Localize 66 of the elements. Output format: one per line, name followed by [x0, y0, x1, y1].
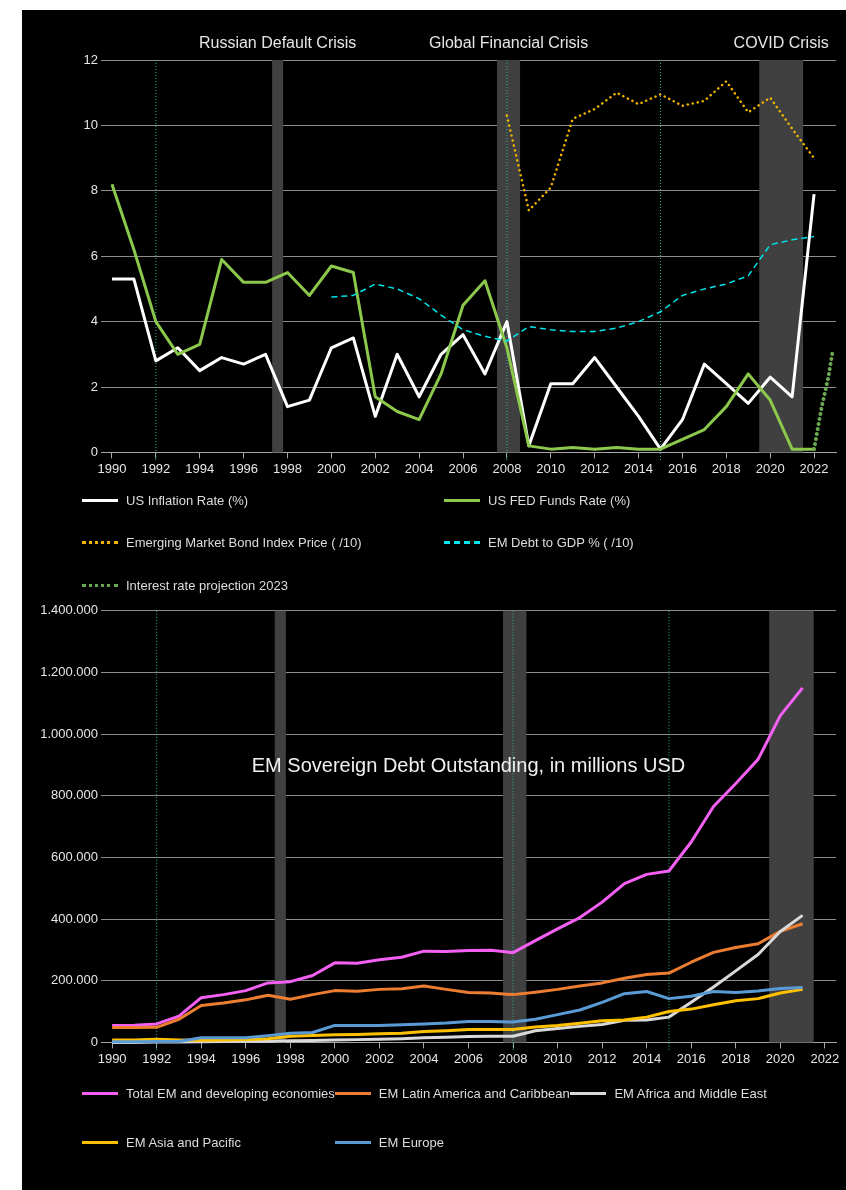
y-tick-label: 0 — [90, 1033, 98, 1049]
x-tick-label: 1992 — [142, 1050, 172, 1066]
y-tick-label: 2 — [90, 378, 98, 394]
line-series — [505, 80, 816, 212]
x-tick-label: 2012 — [587, 1050, 617, 1066]
legend-label: EM Europe — [378, 1135, 444, 1150]
y-tick-label: 0 — [90, 443, 98, 459]
x-tick-label: 2020 — [755, 460, 785, 476]
legend-label: EM Latin America and Caribbean — [378, 1086, 570, 1101]
y-tick-label: 600.000 — [51, 849, 98, 865]
legend-label: EM Asia and Pacific — [126, 1135, 241, 1150]
y-tick-label: 6 — [90, 247, 98, 263]
x-tick-label: 1994 — [185, 460, 215, 476]
y-tick-label: 8 — [90, 182, 98, 198]
line-series — [812, 349, 835, 452]
x-tick-label: 2000 — [320, 1050, 350, 1066]
x-tick-label: 2000 — [316, 460, 346, 476]
y-tick-label: 1.000.000 — [40, 725, 98, 741]
x-tick-label: 2018 — [711, 460, 741, 476]
x-tick-label: 2004 — [404, 460, 434, 476]
legend-label: US Inflation Rate (%) — [126, 492, 249, 508]
legend-label: Total EM and developing economies — [126, 1086, 335, 1101]
y-tick-label: 1.400.000 — [40, 602, 98, 618]
y-tick-label: 10 — [83, 116, 98, 132]
x-tick-label: 2014 — [624, 460, 653, 476]
x-tick-label: 2018 — [721, 1050, 751, 1066]
x-tick-label: 2004 — [409, 1050, 439, 1066]
x-tick-label: 1998 — [275, 1050, 305, 1066]
x-tick-label: 2006 — [448, 460, 478, 476]
x-tick-label: 2022 — [810, 1050, 840, 1066]
band-label: COVID Crisis — [733, 34, 829, 52]
y-tick-label: 200.000 — [51, 972, 98, 988]
x-tick-label: 2010 — [536, 460, 566, 476]
x-tick-label: 1990 — [97, 460, 127, 476]
x-tick-label: 2002 — [364, 1050, 394, 1066]
text: EM Sovereign Debt Outstanding, in millions USD — [251, 753, 686, 776]
x-tick-label: 2020 — [765, 1050, 795, 1066]
legend-label: EM Debt to GDP % ( /10) — [488, 535, 634, 551]
y-tick-label: 12 — [83, 51, 98, 67]
x-tick-label: 1992 — [141, 460, 171, 476]
x-tick-label: 2022 — [799, 460, 829, 476]
x-tick-label: 2016 — [667, 460, 697, 476]
legend-label: Interest rate projection 2023 — [126, 578, 288, 594]
x-tick-label: 2014 — [632, 1050, 662, 1066]
x-tick-label: 2016 — [676, 1050, 706, 1066]
x-tick-label: 2010 — [543, 1050, 573, 1066]
x-tick-label: 1998 — [273, 460, 302, 476]
line-series — [330, 235, 815, 342]
x-tick-label: 2008 — [492, 460, 522, 476]
band-label: Global Financial Crisis — [428, 34, 589, 52]
x-tick-label: 1996 — [231, 1050, 261, 1066]
y-tick-label: 400.000 — [51, 910, 98, 926]
legend-label: Emerging Market Bond Index Price ( /10) — [126, 535, 362, 551]
x-tick-label: 1990 — [97, 1050, 127, 1066]
band-label: Russian Default Crisis — [198, 34, 357, 52]
x-tick-label: 2006 — [454, 1050, 483, 1066]
x-tick-label: 1996 — [229, 460, 259, 476]
x-tick-label: 2008 — [498, 1050, 528, 1066]
y-tick-label: 4 — [90, 313, 98, 329]
legend-label: US FED Funds Rate (%) — [488, 492, 631, 508]
x-tick-label: 1994 — [186, 1050, 216, 1066]
y-tick-label: 1.200.000 — [40, 664, 98, 680]
y-tick-label: 800.000 — [51, 787, 98, 803]
legend-label: EM Africa and Middle East — [614, 1086, 767, 1101]
x-tick-label: 2012 — [580, 460, 610, 476]
x-tick-label: 2002 — [360, 460, 390, 476]
